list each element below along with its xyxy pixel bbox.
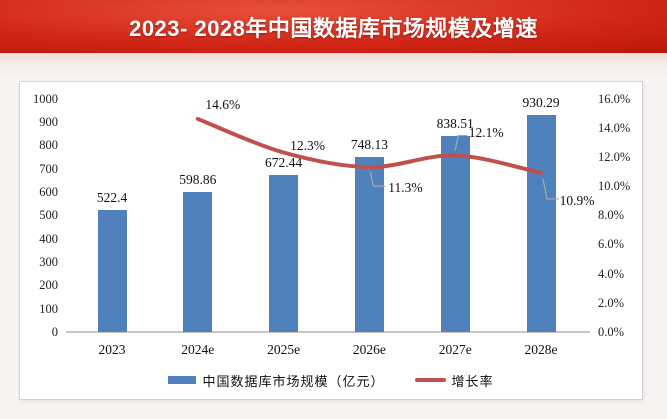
- growth-rate-label: 12.3%: [290, 138, 326, 154]
- bar-value-label: 930.29: [522, 94, 560, 110]
- y-axis-left-tick: 300: [39, 254, 58, 269]
- x-axis-line: [66, 331, 590, 333]
- growth-line-layer: [195, 116, 559, 200]
- bar-value-label: 522.4: [96, 190, 128, 206]
- growth-rate-label: 10.9%: [559, 192, 595, 208]
- growth-rate-line: [195, 116, 543, 175]
- growth-rate-label: 12.1%: [468, 125, 504, 141]
- y-axis-left-tick: 900: [39, 114, 58, 129]
- x-axis-label-2025e: 2025e: [267, 342, 301, 357]
- legend-item: 增长率: [414, 371, 494, 390]
- y-axis-left-tick: 100: [39, 301, 58, 316]
- x-axis-label-2028e: 2028e: [524, 342, 558, 357]
- bar-2023: [97, 210, 127, 332]
- y-axis-left-tick: 400: [39, 231, 58, 246]
- legend-label: 增长率: [451, 373, 494, 389]
- legend-bar-swatch-icon: [168, 376, 197, 384]
- y-axis-right-tick: 12.0%: [598, 149, 631, 164]
- page-title: 2023- 2028年中国数据库市场规模及增速: [129, 15, 538, 41]
- bar-value-label: 838.51: [436, 116, 474, 132]
- y-axis-left-tick: 800: [39, 138, 58, 153]
- y-axis-left-tick: 600: [39, 184, 58, 199]
- label-leader-line: [542, 178, 559, 200]
- chart-panel: 1000 900 800 700 600 500 400 300 200 100 0 16.0% 14.…: [19, 81, 643, 400]
- bar-2027e: [440, 136, 470, 332]
- bar-value-label: 598.86: [179, 172, 217, 188]
- x-axis-label-2027e: 2027e: [438, 342, 472, 357]
- y-axis-right-tick: 2.0%: [598, 295, 625, 310]
- bar-2025e: [269, 174, 299, 332]
- growth-rate-label: 11.3%: [388, 180, 423, 196]
- y-axis-left-tick: 700: [39, 161, 58, 176]
- bar-value-label: 748.13: [350, 137, 388, 153]
- y-axis-right-tick: 4.0%: [598, 266, 625, 281]
- y-axis-right-tick: 0.0%: [598, 325, 625, 339]
- y-axis-left-tick: 1000: [33, 91, 58, 106]
- legend: 中国数据库市场规模（亿元） 增长率: [20, 370, 642, 390]
- growth-rate-label: 14.6%: [205, 96, 241, 112]
- label-leader-line: [369, 171, 386, 187]
- y-axis-right-tick: 6.0%: [598, 237, 625, 252]
- banner-fade: [0, 53, 667, 79]
- y-axis-right-tick: 16.0%: [598, 91, 631, 106]
- y-axis-left-tick: 0: [51, 325, 58, 339]
- y-axis-right-tick: 14.0%: [598, 120, 631, 135]
- y-axis-right-tick: 10.0%: [598, 179, 631, 194]
- x-axis-label-2023: 2023: [98, 342, 126, 357]
- x-axis-label-2024e: 2024e: [181, 342, 215, 357]
- legend-line-swatch-icon: [414, 378, 446, 382]
- y-axis-left-tick: 500: [39, 208, 58, 223]
- y-axis-right-tick: 8.0%: [598, 208, 625, 223]
- chart-area: 1000 900 800 700 600 500 400 300 200 100 0 16.0% 14.…: [20, 82, 642, 399]
- legend-label: 中国数据库市场规模（亿元）: [202, 373, 385, 389]
- y-axis-left-tick: 200: [39, 278, 58, 293]
- label-leader-line: [454, 134, 468, 151]
- bar-2028e: [526, 114, 556, 332]
- bar-2024e: [183, 192, 213, 332]
- x-axis-label-2026e: 2026e: [352, 342, 386, 357]
- title-banner: 2023- 2028年中国数据库市场规模及增速: [0, 0, 667, 53]
- legend-item: 中国数据库市场规模（亿元）: [168, 371, 384, 390]
- bar-value-label: 672.44: [265, 154, 303, 170]
